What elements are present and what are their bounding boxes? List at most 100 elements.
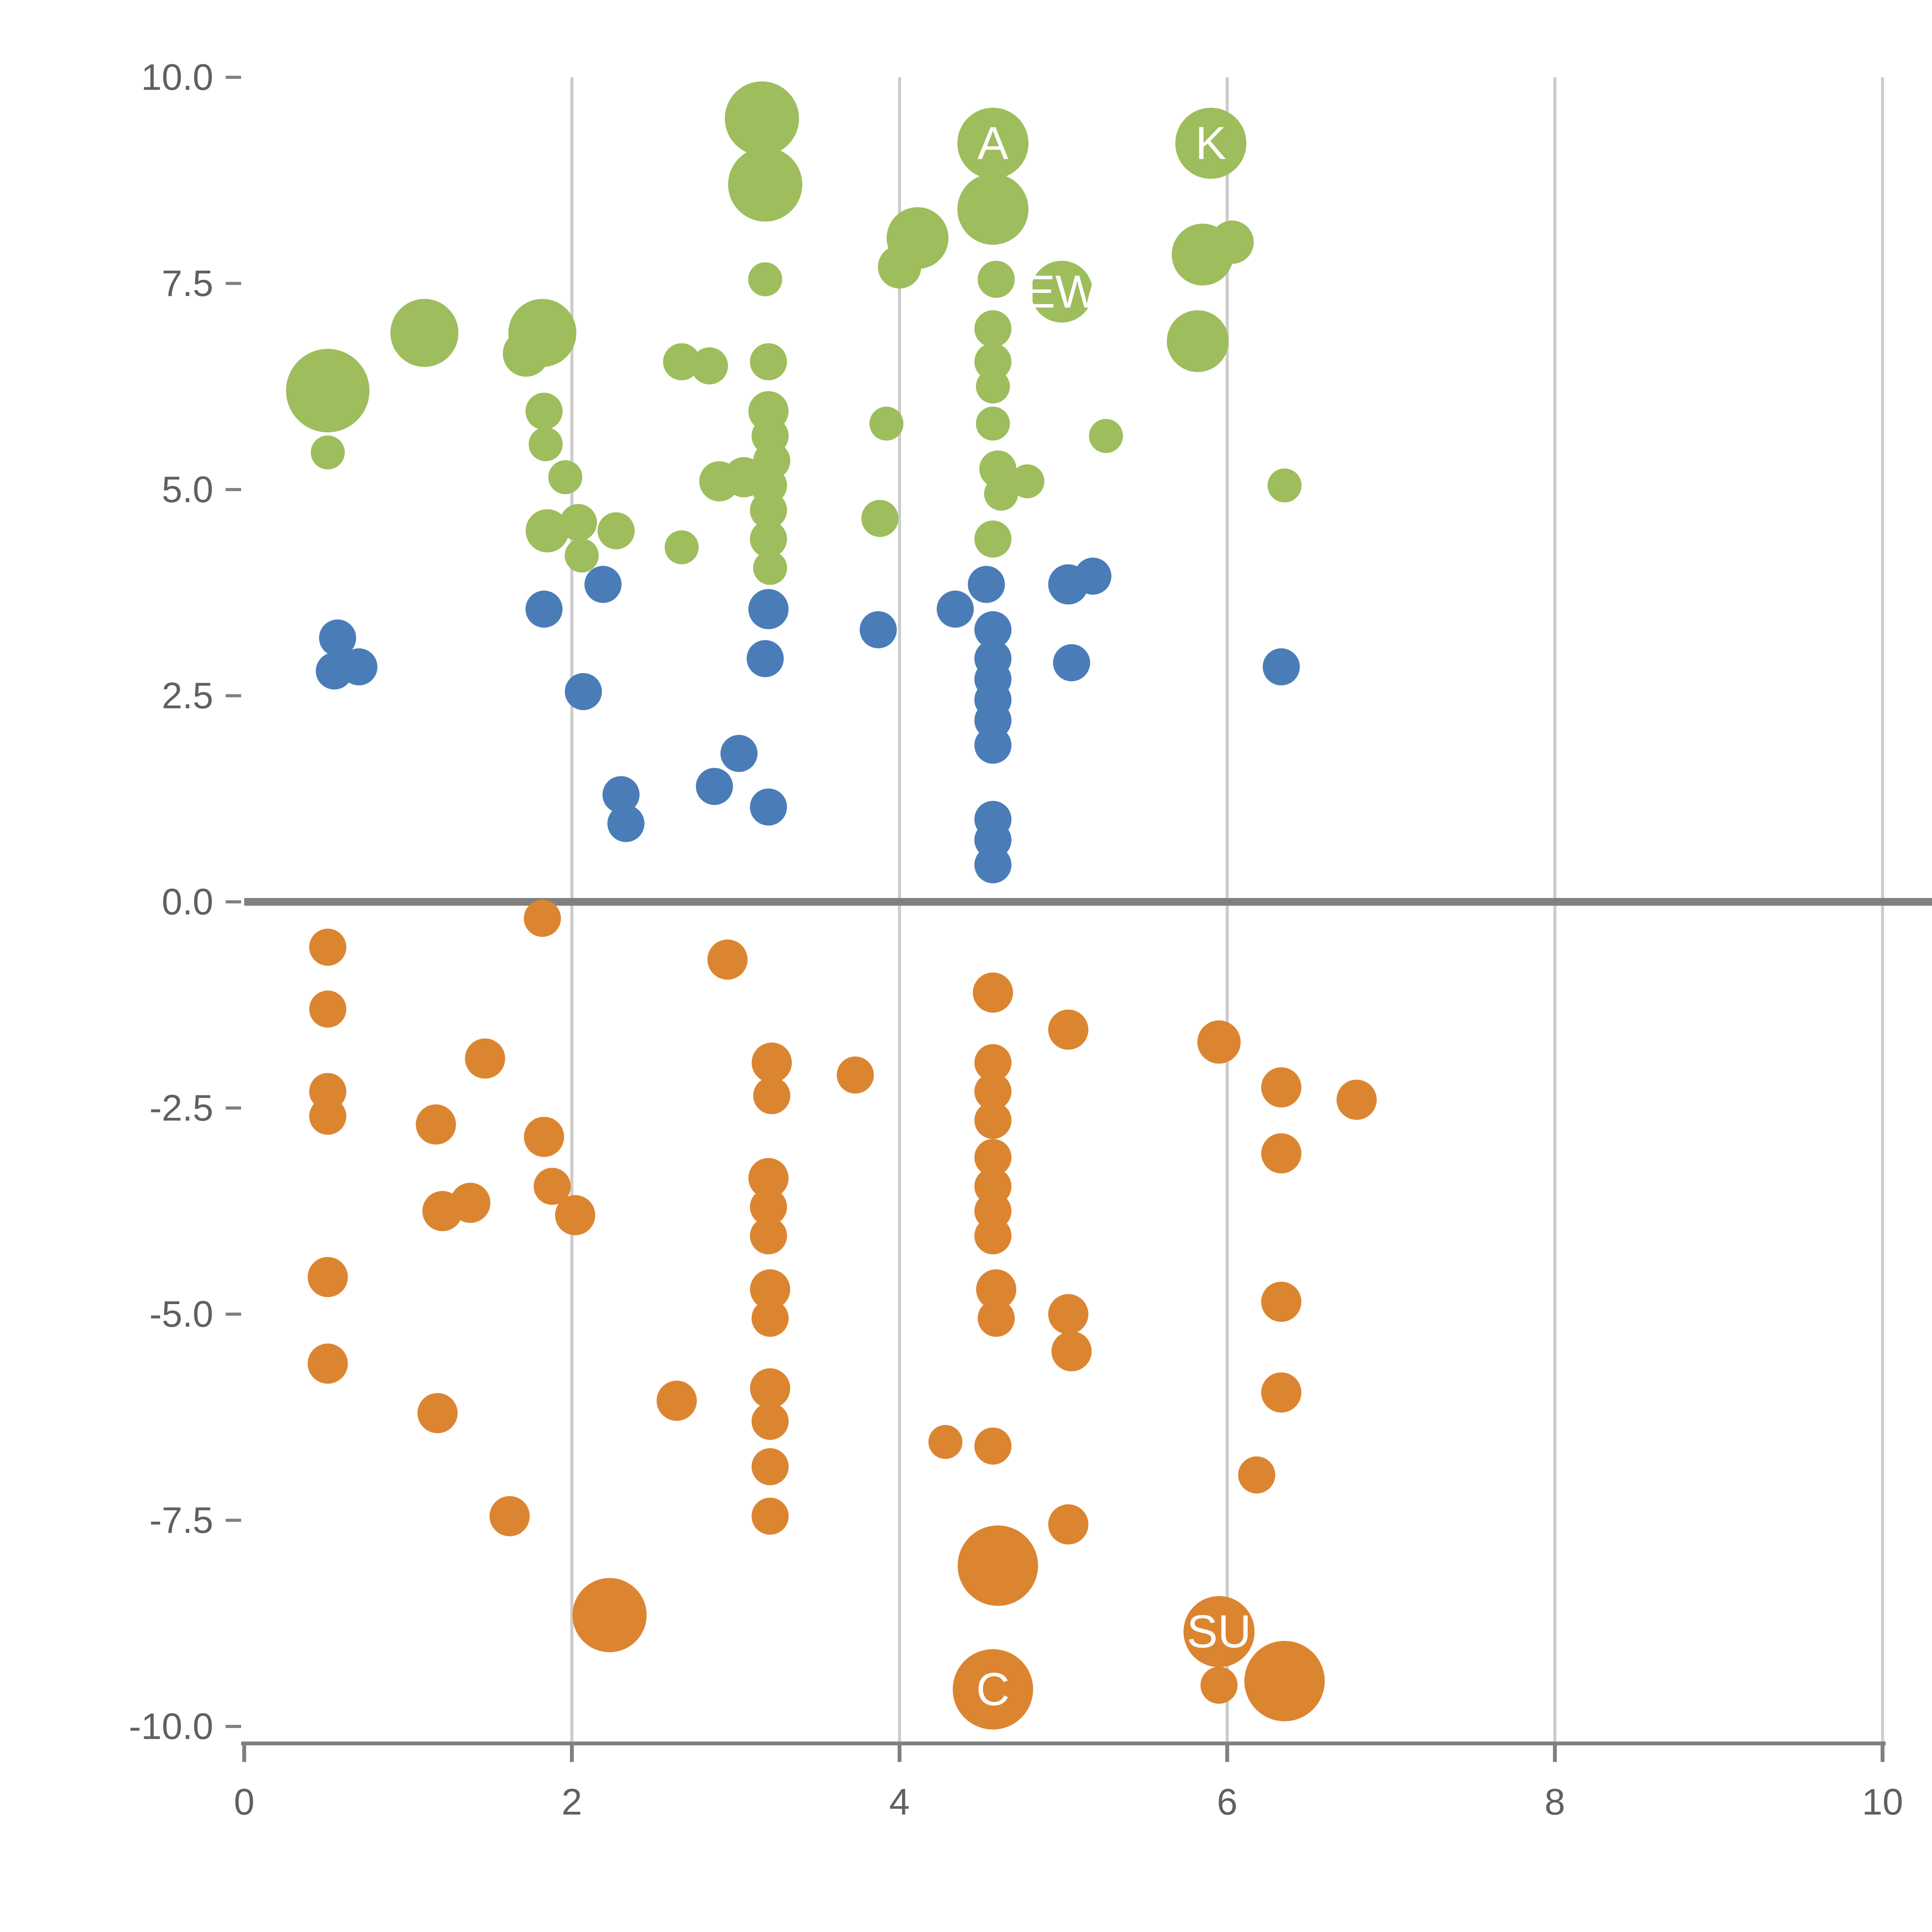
y-tick-label: 10.0 [141,57,213,98]
data-point-green-series [1210,220,1254,264]
data-point-green-series [957,107,1029,179]
gridlines [570,77,1884,1743]
data-point-orange-series [753,1077,791,1114]
y-tick-label: -7.5 [150,1500,213,1541]
data-point-orange-series [1183,1596,1255,1667]
data-point-orange-series [752,1403,789,1440]
data-point-green-series [548,460,583,494]
y-tick-label: 0.0 [162,881,213,923]
data-point-orange-series [309,1097,347,1135]
data-point-orange-series [1261,1281,1301,1322]
data-point-orange-series [1051,1331,1092,1372]
x-tick-label: 10 [1862,1781,1903,1823]
data-point-green-series [728,147,803,222]
data-point-blue-series [319,619,356,657]
data-point-orange-series [308,1344,348,1384]
data-point-green-series [529,427,563,461]
data-point-blue-series [974,846,1012,883]
series-orange-series: C SU [308,900,1377,1730]
data-point-green-series [753,551,787,585]
data-points: A EW K C SU [286,81,1377,1730]
data-point-orange-series [974,1073,1012,1110]
x-tick-label: 8 [1544,1781,1565,1823]
data-point-orange-series [1048,1504,1088,1545]
data-point-orange-series [928,1425,963,1459]
data-point-green-series [974,520,1012,558]
data-point-orange-series [750,1217,787,1255]
data-point-orange-series [1336,1080,1377,1120]
data-point-orange-series [750,1368,791,1409]
data-point-orange-series [974,1139,1012,1176]
data-point-blue-series [565,673,602,710]
x-tick-label: 2 [561,1781,582,1823]
data-point-blue-series [974,611,1012,648]
data-point-orange-series [978,1299,1015,1337]
data-point-orange-series [750,1188,787,1226]
data-point-orange-series [572,1578,647,1652]
data-point-green-series [526,509,569,553]
data-point-orange-series [707,939,748,980]
data-point-orange-series [1200,1667,1238,1704]
data-point-orange-series [308,1257,348,1297]
data-point-blue-series [974,726,1012,764]
data-point-green-series [560,504,597,541]
data-point-orange-series [974,1427,1012,1465]
x-axis: 0 2 4 6 8 10 [234,1742,1903,1823]
series-green-series: A EW K [286,81,1302,585]
data-point-green-series [1175,107,1247,179]
data-point-orange-series [1244,1641,1325,1721]
data-point-orange-series [1261,1372,1301,1413]
data-point-green-series [1267,468,1302,503]
y-tick-label: -2.5 [150,1087,213,1129]
data-point-orange-series [416,1104,456,1145]
data-point-orange-series [1261,1133,1301,1173]
data-point-orange-series [465,1038,505,1079]
data-point-blue-series [584,566,622,603]
y-tick-label: 2.5 [162,675,213,716]
data-point-orange-series [1048,1294,1088,1334]
data-point-blue-series [607,805,645,842]
data-point-orange-series [309,990,347,1028]
bubble-label: K [1196,117,1226,169]
x-tick-label: 6 [1217,1781,1237,1823]
data-point-green-series [976,369,1010,404]
data-point-orange-series [752,1043,792,1083]
y-tick-label: -5.0 [150,1294,213,1335]
data-point-green-series [869,406,904,441]
data-point-blue-series [720,735,758,772]
data-point-green-series [974,343,1012,381]
y-tick-label: 5.0 [162,469,213,510]
data-point-orange-series [973,972,1013,1013]
data-point-orange-series [489,1496,530,1536]
data-point-green-series [665,530,699,565]
data-point-orange-series [417,1393,458,1434]
data-point-green-series [663,343,701,381]
data-point-blue-series [937,590,974,628]
bubble-label: A [978,117,1009,169]
data-point-green-series [957,173,1029,245]
data-point-green-series [691,347,728,384]
bubble-label: C [976,1663,1010,1715]
data-point-blue-series [1262,648,1300,685]
data-point-blue-series [525,590,563,628]
data-point-orange-series [752,1299,789,1337]
data-point-orange-series [1261,1067,1301,1108]
data-point-orange-series [1048,1009,1088,1050]
data-point-green-series [976,406,1010,441]
data-point-blue-series [748,589,789,629]
x-tick-label: 4 [889,1781,910,1823]
bubble-label: EW [1024,266,1099,318]
data-point-orange-series [555,1195,595,1235]
y-tick-label: 7.5 [162,263,213,304]
data-point-orange-series [524,1117,564,1157]
data-point-blue-series [859,611,897,648]
data-point-blue-series [968,566,1005,603]
data-point-orange-series [534,1168,571,1205]
data-point-green-series [974,310,1012,347]
data-point-orange-series [524,900,561,937]
data-point-orange-series [1238,1456,1276,1494]
data-point-green-series [748,262,782,296]
data-point-blue-series [1053,644,1090,682]
